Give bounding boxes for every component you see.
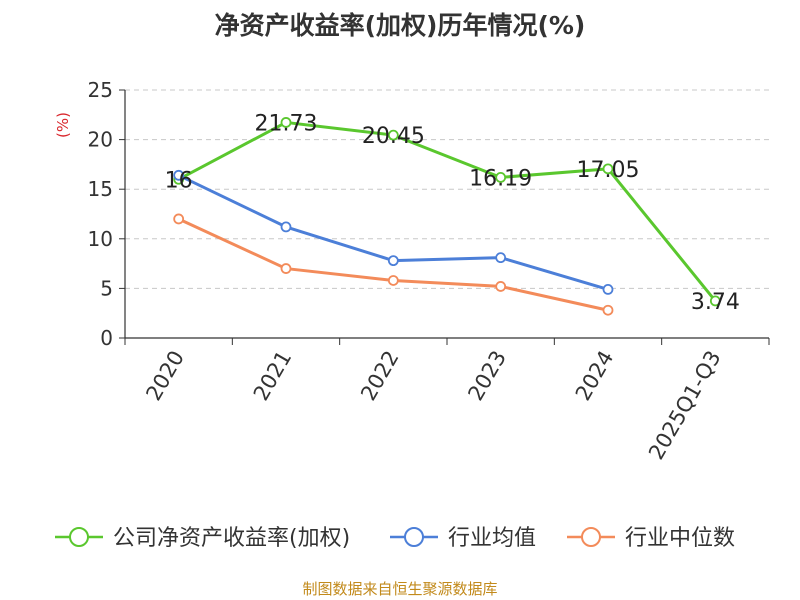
data-point xyxy=(709,295,721,307)
data-label: 3.74 xyxy=(691,290,740,315)
legend-label: 行业均值 xyxy=(448,526,536,551)
y-tick-label: 15 xyxy=(88,177,113,201)
source-footer: 制图数据来自恒生聚源数据库 xyxy=(302,580,498,598)
data-label: 17.05 xyxy=(577,158,640,183)
legend-label: 行业中位数 xyxy=(625,526,735,551)
data-point xyxy=(173,169,185,181)
data-label: 16.19 xyxy=(469,166,532,191)
data-label: 20.45 xyxy=(362,124,425,149)
y-tick-label: 20 xyxy=(88,128,113,152)
y-tick-label: 25 xyxy=(88,78,113,102)
x-tick-label: 2020 xyxy=(141,347,189,405)
x-tick-label: 2023 xyxy=(463,346,511,404)
data-point xyxy=(602,304,614,316)
data-point xyxy=(280,263,292,274)
data-point xyxy=(602,163,614,175)
data-labels: 16 21.73 20.45 16.19 17.05 3.74 xyxy=(165,111,740,314)
data-point xyxy=(495,171,507,183)
x-tick-label: 2022 xyxy=(356,347,404,405)
legend: 公司净资产收益率(加权) 行业均值 行业中位数 xyxy=(55,526,735,551)
legend-label: 公司净资产收益率(加权) xyxy=(113,526,350,551)
data-point xyxy=(387,255,399,267)
legend-marker xyxy=(581,527,601,547)
series-group xyxy=(173,117,721,316)
series-line-0 xyxy=(177,120,717,302)
data-label: 16 xyxy=(165,168,193,193)
y-tick-label: 0 xyxy=(100,326,113,350)
y-axis-ticks: 0 5 10 15 20 25 xyxy=(88,78,125,350)
chart-title: 净资产收益率(加权)历年情况(%) xyxy=(214,11,586,40)
data-point xyxy=(173,213,185,225)
y-tick-label: 10 xyxy=(88,227,113,251)
data-point xyxy=(387,129,399,141)
y-tick-label: 5 xyxy=(100,276,113,300)
data-label: 21.73 xyxy=(255,111,318,136)
x-axis-ticks: 2020 2021 2022 2023 2024 2025Q1-Q3 xyxy=(124,338,770,464)
data-point xyxy=(495,281,507,292)
series-line-1 xyxy=(178,173,609,291)
data-point xyxy=(280,221,292,233)
axes xyxy=(124,90,769,339)
data-point xyxy=(602,283,614,295)
data-point xyxy=(387,275,399,286)
data-point xyxy=(495,252,507,264)
legend-marker xyxy=(69,527,89,547)
legend-marker xyxy=(404,527,424,547)
x-tick-label: 2025Q1-Q3 xyxy=(644,347,726,464)
y-axis-label: (%) xyxy=(54,112,72,138)
data-point xyxy=(280,117,292,128)
x-tick-label: 2024 xyxy=(571,347,619,405)
x-tick-label: 2021 xyxy=(249,347,297,405)
